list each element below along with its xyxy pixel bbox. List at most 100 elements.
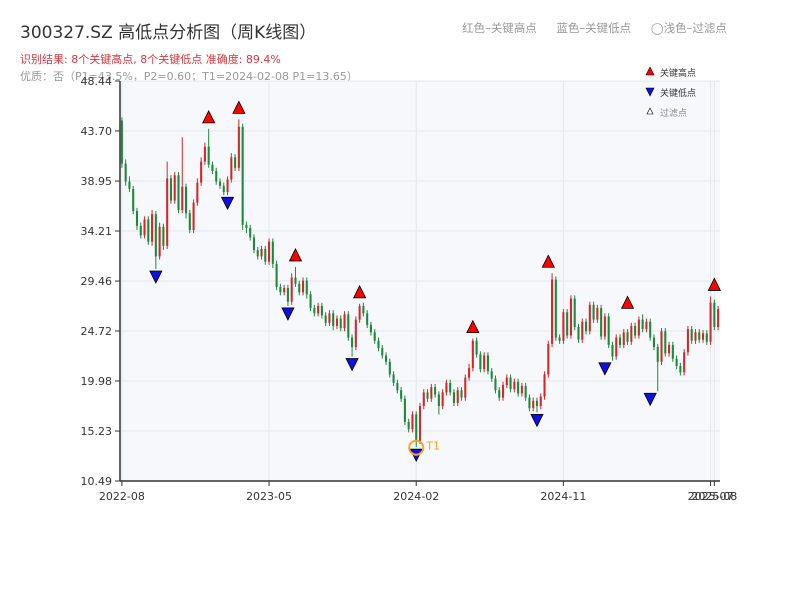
- key-high-marker: [707, 277, 721, 291]
- candle-body: [668, 344, 671, 354]
- candle-body: [403, 398, 406, 422]
- candle-body: [445, 382, 448, 393]
- candle-body: [313, 308, 316, 314]
- y-tick-label: 34.21: [81, 225, 113, 238]
- x-tick-label: 2025-07: [688, 490, 734, 503]
- candle-body: [607, 316, 610, 345]
- candle-body: [596, 308, 599, 320]
- legend-filtered-label: 过滤点: [660, 107, 687, 119]
- candle-body: [524, 386, 527, 398]
- candle-body: [566, 312, 569, 336]
- candle-body: [268, 241, 271, 262]
- y-tick-label: 19.98: [81, 375, 113, 388]
- candle-body: [128, 181, 131, 189]
- quality-summary: 优质：否（P1=43.5%，P2=0.60；T1=2024-02-08 P1=1…: [20, 70, 358, 83]
- candle-body: [381, 348, 384, 356]
- result-summary: 识别结果: 8个关键高点, 8个关键低点 准确度: 89.4%: [20, 53, 281, 66]
- candle-body: [271, 241, 274, 264]
- x-tick-label: 2025-08: [691, 490, 737, 503]
- t1-label: T1: [425, 440, 440, 453]
- candle-body: [483, 355, 486, 370]
- legend-red-text: 红色–关键高点: [462, 21, 537, 35]
- candle-body: [211, 164, 214, 172]
- candle-body: [154, 214, 157, 257]
- key-high-marker: [352, 284, 367, 299]
- candle-body: [407, 421, 410, 430]
- candle-body: [139, 225, 142, 236]
- key-high-marker: [288, 248, 303, 262]
- candle-body: [252, 237, 255, 251]
- candle-body: [471, 340, 474, 369]
- candle-body: [441, 392, 444, 407]
- key-low-marker: [220, 196, 235, 211]
- candle-body: [705, 333, 708, 342]
- candle-body: [415, 414, 418, 441]
- candle-body: [641, 319, 644, 330]
- candle-body: [279, 286, 282, 293]
- candle-body: [362, 305, 365, 314]
- candle-body: [558, 337, 561, 341]
- candle-body: [649, 321, 652, 338]
- candle-body: [245, 224, 248, 228]
- candle-body: [509, 377, 512, 390]
- candle-body: [124, 163, 127, 182]
- candle-body: [505, 377, 508, 385]
- legend-high-label: 关键高点: [660, 67, 696, 79]
- candle-body: [475, 340, 478, 355]
- candle-body: [698, 332, 701, 340]
- y-tick-label: 29.46: [81, 275, 113, 288]
- candle-body: [192, 202, 195, 231]
- legend-low-label: 关键低点: [660, 87, 696, 99]
- candle-body: [645, 321, 648, 330]
- candle-body: [479, 354, 482, 370]
- candle-body: [377, 340, 380, 349]
- legend-light-text: ◯浅色–过滤点: [650, 21, 727, 35]
- candle-body: [701, 333, 705, 340]
- candle-body: [203, 146, 206, 162]
- candle-body: [551, 279, 554, 344]
- candle-body: [317, 305, 320, 314]
- candle-body: [147, 219, 150, 242]
- candle-body: [385, 355, 388, 362]
- candle-body: [388, 361, 391, 375]
- x-tick-label: 2024-11: [540, 490, 586, 503]
- y-tick-label: 15.23: [81, 425, 113, 438]
- candle-body: [369, 324, 372, 333]
- x-tick-label: 2023-05: [246, 490, 292, 503]
- candle-body: [637, 319, 640, 336]
- candle-body: [283, 288, 286, 293]
- candle-body: [630, 325, 633, 342]
- candle-body: [222, 185, 225, 193]
- candle-body: [426, 392, 429, 399]
- candle-body: [351, 337, 354, 348]
- candle-body: [332, 313, 335, 326]
- candle-body: [615, 337, 618, 357]
- candle-body: [513, 381, 516, 390]
- candle-body: [622, 332, 625, 345]
- candle-body: [468, 368, 471, 378]
- candle-body: [618, 337, 622, 345]
- candle-body: [713, 302, 716, 328]
- candle-body: [400, 390, 403, 399]
- legend-low-icon: [645, 87, 655, 97]
- candle-body: [373, 332, 376, 341]
- candle-body: [694, 332, 697, 341]
- candle-body: [486, 355, 489, 372]
- axes: 10.49 15.23 19.98 24.72 29.46 34.21 38.95 43.70…: [81, 75, 738, 503]
- candle-body: [166, 178, 169, 246]
- candle-body: [581, 321, 584, 340]
- candle-body: [675, 358, 678, 367]
- candle-body: [437, 394, 440, 407]
- legend-blue-text: 蓝色–关键低点: [556, 21, 632, 35]
- candle-body: [249, 227, 252, 238]
- key-high-marker: [541, 254, 555, 268]
- candle-body: [215, 171, 218, 182]
- candle-body: [611, 344, 614, 357]
- candle-body: [664, 331, 667, 354]
- legend-filtered-icon: [646, 107, 654, 115]
- candle-body: [241, 126, 244, 225]
- candle-body: [532, 400, 535, 409]
- candle-body: [517, 381, 520, 394]
